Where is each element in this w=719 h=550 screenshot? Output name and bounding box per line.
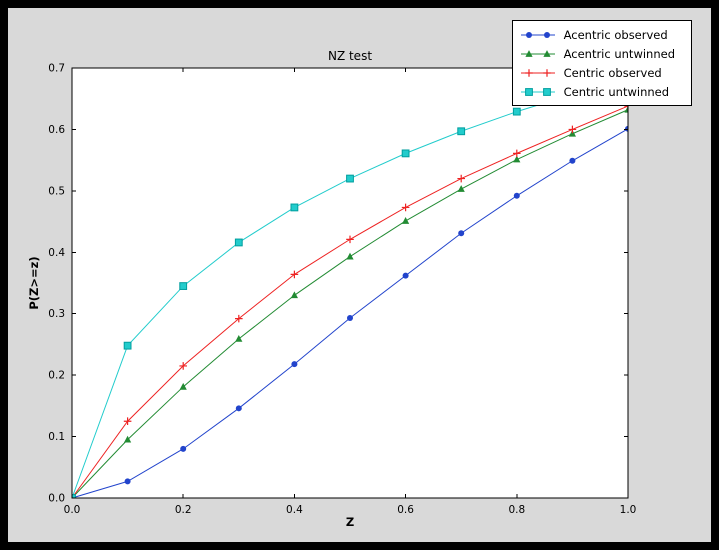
square-marker bbox=[542, 87, 551, 96]
triangle-marker bbox=[346, 252, 354, 260]
square-marker bbox=[457, 127, 466, 136]
triangle-marker bbox=[290, 291, 298, 299]
square-marker bbox=[290, 203, 299, 212]
legend-item-centric-untwinned: Centric untwinned bbox=[520, 82, 675, 101]
x-tick-label: 0.4 bbox=[286, 504, 303, 516]
x-tick-label: 0.6 bbox=[397, 504, 414, 516]
legend-label: Acentric untwinned bbox=[563, 46, 675, 61]
square-marker bbox=[401, 149, 410, 158]
figure-canvas: 0.0 0.2 0.4 0.6 0.8 1.0 0.0 0.1 0.2 0.3 0.4 0.5 0.6 0… bbox=[8, 8, 711, 542]
triangle-marker bbox=[524, 49, 533, 57]
y-tick-label: 0.3 bbox=[48, 308, 65, 320]
legend-sample-centric-untwinned bbox=[520, 87, 555, 96]
legend-label: Centric untwinned bbox=[563, 84, 670, 99]
legend-sample-centric-observed bbox=[520, 68, 555, 77]
plus-marker bbox=[568, 125, 577, 134]
circle-marker bbox=[180, 445, 187, 452]
circle-marker bbox=[569, 157, 576, 164]
plus-marker bbox=[346, 235, 354, 244]
triangle-marker bbox=[513, 155, 521, 163]
legend-sample-acentric-observed bbox=[520, 31, 555, 38]
triangle-marker bbox=[179, 382, 187, 390]
plus-marker bbox=[542, 68, 551, 77]
legend-item-acentric-observed: Acentric observed bbox=[520, 25, 675, 44]
y-tick-label: 0.6 bbox=[48, 124, 65, 136]
circle-marker bbox=[543, 31, 550, 38]
y-tick-label: 0.5 bbox=[48, 185, 65, 197]
triangle-marker bbox=[402, 217, 410, 224]
circle-marker bbox=[513, 192, 520, 199]
square-marker bbox=[123, 341, 132, 350]
circle-marker bbox=[525, 31, 532, 38]
triangle-marker bbox=[457, 185, 465, 192]
square-marker bbox=[179, 282, 188, 290]
legend-label: Acentric observed bbox=[563, 27, 668, 42]
x-tick-label: 0.2 bbox=[175, 504, 192, 516]
triangle-marker bbox=[124, 435, 132, 443]
triangle-marker bbox=[568, 129, 576, 137]
legend-sample-acentric-untwinned bbox=[520, 49, 555, 57]
square-marker bbox=[346, 174, 354, 183]
plus-marker bbox=[123, 417, 132, 426]
plus-marker bbox=[524, 68, 533, 77]
axes-frame bbox=[71, 67, 629, 499]
circle-marker bbox=[124, 478, 131, 485]
y-tick-label: 0.7 bbox=[48, 63, 65, 75]
plus-marker bbox=[401, 203, 410, 212]
y-tick-label: 0.1 bbox=[48, 431, 65, 443]
plus-marker bbox=[457, 174, 465, 183]
y-tick-label: 0.2 bbox=[48, 370, 65, 382]
square-marker bbox=[512, 107, 521, 116]
circle-marker bbox=[458, 230, 465, 237]
legend: Acentric observed Acentric untwinned Centr… bbox=[511, 20, 692, 106]
plus-marker bbox=[235, 314, 243, 323]
x-tick-label: 0.8 bbox=[508, 504, 525, 516]
plus-marker bbox=[290, 270, 299, 279]
plus-marker bbox=[179, 362, 187, 370]
axes-background bbox=[72, 68, 628, 498]
y-tick-label: 0.4 bbox=[48, 247, 65, 259]
plot-area: 0.0 0.2 0.4 0.6 0.8 1.0 0.0 0.1 0.2 0.3 0.4 0.5 0.6 0… bbox=[48, 63, 637, 517]
x-tick-label: 0.0 bbox=[64, 504, 81, 516]
x-tick-label: 1.0 bbox=[620, 504, 637, 516]
triangle-marker bbox=[542, 49, 551, 57]
y-axis-label: P(Z>=z) bbox=[27, 256, 41, 310]
circle-marker bbox=[291, 361, 298, 368]
circle-marker bbox=[402, 272, 409, 279]
legend-label: Centric observed bbox=[563, 65, 662, 80]
x-axis-label: Z bbox=[345, 515, 355, 529]
triangle-marker bbox=[235, 335, 243, 342]
plus-marker bbox=[513, 149, 521, 158]
square-marker bbox=[234, 238, 243, 247]
chart-title: NZ test bbox=[327, 49, 373, 63]
legend-item-acentric-untwinned: Acentric untwinned bbox=[520, 44, 675, 63]
y-tick-label: 0.0 bbox=[48, 493, 65, 505]
circle-marker bbox=[347, 315, 353, 322]
circle-marker bbox=[235, 405, 242, 412]
legend-item-centric-observed: Centric observed bbox=[520, 63, 675, 82]
square-marker bbox=[524, 87, 533, 96]
